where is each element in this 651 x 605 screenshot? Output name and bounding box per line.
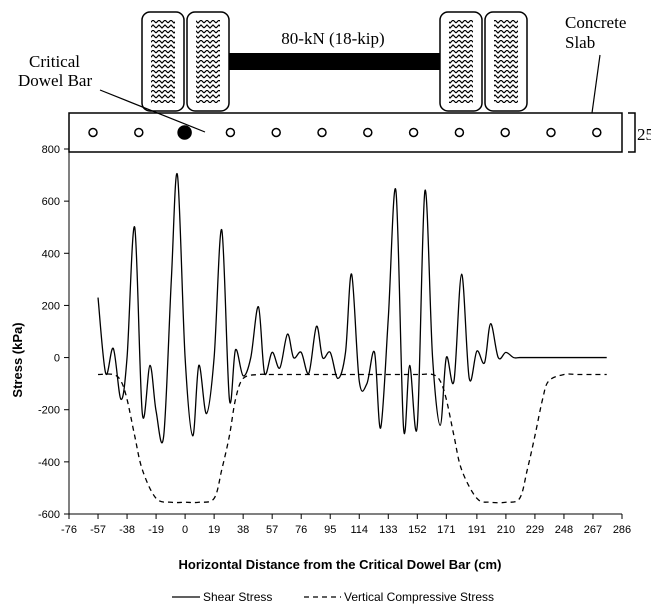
legend: Shear Stress Vertical Compressive Stress	[172, 590, 494, 604]
critical-label-line2: Dowel Bar	[18, 71, 92, 90]
legend-item-shear: Shear Stress	[172, 590, 272, 604]
dowel-bars	[88, 125, 602, 140]
wheel-left-inner	[186, 11, 230, 112]
dowel-bar	[225, 127, 236, 138]
x-tick-label: -76	[61, 524, 77, 536]
slab-leader-line	[591, 54, 601, 114]
dowel-bar	[454, 127, 465, 138]
x-tick-label: 95	[324, 524, 336, 536]
x-tick-label: -19	[148, 524, 164, 536]
axle-diagram: 80-kN (18-kip) 25 Concrete Slab Critical…	[18, 11, 651, 153]
x-tick-label: 152	[408, 524, 426, 536]
y-tick-label: -600	[38, 509, 60, 521]
x-tick-label: 38	[237, 524, 249, 536]
slab-thickness-label: 25	[637, 125, 651, 144]
critical-label-line1: Critical	[29, 52, 80, 71]
dowel-bar	[271, 127, 281, 138]
y-tick-label: -400	[38, 457, 60, 469]
x-tick-label: 286	[613, 524, 631, 536]
wheel-left-outer	[141, 11, 185, 112]
y-tick-label: 200	[42, 300, 60, 312]
y-tick-label: 400	[42, 248, 60, 260]
dowel-bar	[546, 127, 556, 138]
dowel-bar	[88, 127, 98, 138]
y-axis-label: Stress (kPa)	[10, 322, 25, 397]
load-label: 80-kN (18-kip)	[281, 29, 384, 48]
critical-dowel-bar	[177, 125, 192, 140]
legend-label-vertical: Vertical Compressive Stress	[344, 590, 494, 604]
x-tick-label: 133	[379, 524, 397, 536]
x-tick-label: 19	[208, 524, 220, 536]
legend-label-shear: Shear Stress	[203, 590, 272, 604]
x-tick-label: 210	[497, 524, 515, 536]
y-tick-label: 600	[42, 196, 60, 208]
chart: 800 600 400 200 0 -200 -400 -600 -76 -57 -38 -19 0 1…	[10, 144, 631, 604]
wheel-right-outer	[484, 11, 528, 112]
shear-stress-line	[97, 172, 607, 444]
x-tick-label: 0	[182, 524, 188, 536]
x-tick-label: 114	[350, 524, 368, 536]
concrete-slab	[68, 112, 623, 153]
dowel-bar	[363, 127, 373, 138]
slab-label-line1: Concrete	[565, 13, 626, 32]
x-tick-label: 248	[555, 524, 573, 536]
dowel-bar	[317, 127, 327, 138]
x-tick-label: 76	[295, 524, 307, 536]
x-tick-label: 57	[266, 524, 278, 536]
slab-thickness-bracket	[628, 112, 636, 153]
series-layer	[97, 172, 607, 504]
y-tick-label: -200	[38, 405, 60, 417]
critical-leader-line	[99, 89, 206, 133]
axle-bar	[227, 53, 442, 70]
wheel-right-inner	[439, 11, 483, 112]
dowel-bar	[134, 127, 144, 138]
legend-item-vertical: Vertical Compressive Stress	[304, 590, 494, 604]
slab-label-line2: Slab	[565, 33, 595, 52]
x-tick-label: 171	[437, 524, 455, 536]
vertical-compressive-stress-line	[98, 373, 607, 504]
y-tick-label: 800	[42, 144, 60, 156]
x-axis-ticks: -76 -57 -38 -19 0 19 38 57 76 95 114 133 152 171 191 21…	[61, 514, 631, 536]
dowel-bar	[500, 127, 510, 138]
x-tick-label: -57	[90, 524, 106, 536]
x-tick-label: 191	[468, 524, 486, 536]
y-tick-label: 0	[54, 353, 60, 365]
x-axis-label: Horizontal Distance from the Critical Do…	[179, 557, 502, 572]
dowel-bar	[592, 127, 602, 138]
x-tick-label: 267	[584, 524, 602, 536]
x-tick-label: -38	[119, 524, 135, 536]
x-tick-label: 229	[526, 524, 544, 536]
dowel-bar	[408, 127, 419, 138]
y-axis-ticks: 800 600 400 200 0 -200 -400 -600	[38, 144, 69, 521]
